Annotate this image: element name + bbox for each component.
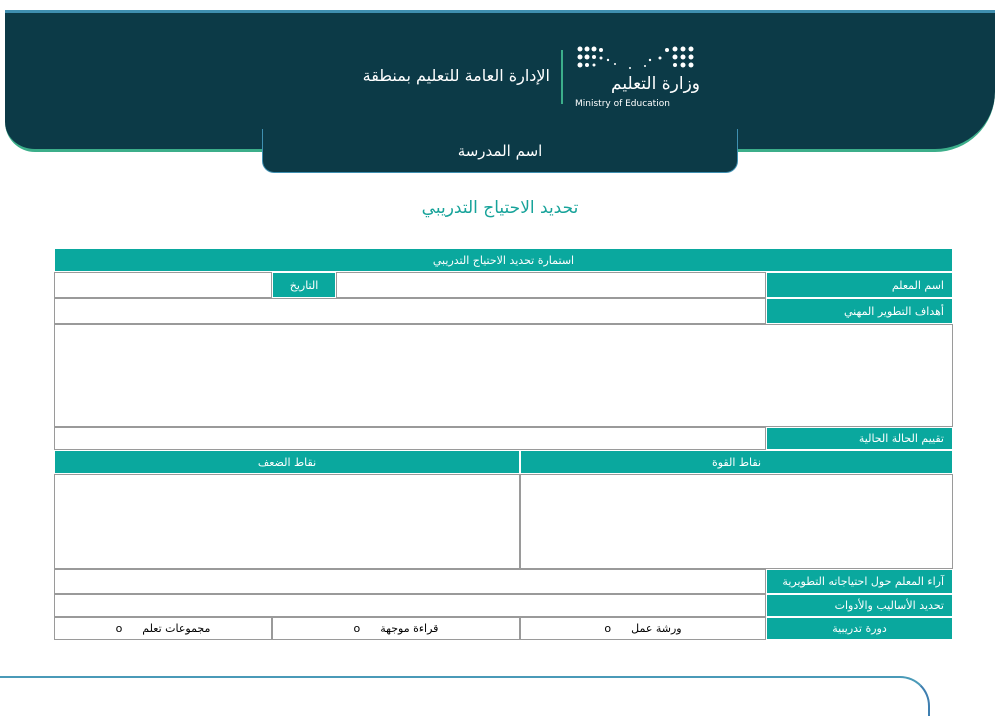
logo-english: Ministry of Education (575, 99, 670, 109)
strengths-header: نقاط القوة (520, 450, 953, 474)
option-label: مجموعات تعلم (142, 622, 211, 635)
methods-label: تحديد الأساليب والأدوات (766, 594, 953, 617)
date-label: التاريخ (272, 272, 336, 298)
teacher-label: اسم المعلم (766, 272, 953, 298)
divider (561, 50, 563, 104)
methods-field[interactable] (54, 594, 766, 617)
assessment-label: تقييم الحالة الحالية (766, 427, 953, 450)
radio-icon[interactable]: ο (353, 622, 361, 635)
radio-icon[interactable]: ο (115, 622, 123, 635)
logo-arabic: وزارة التعليم (611, 74, 700, 94)
assessment-field[interactable] (54, 427, 766, 450)
radio-icon[interactable]: ο (604, 622, 612, 635)
region-title: الإدارة العامة للتعليم بمنطقة (362, 66, 550, 85)
opinions-field[interactable] (54, 569, 766, 594)
weaknesses-textarea[interactable] (54, 474, 520, 569)
option-label: ورشة عمل (631, 622, 682, 635)
school-name: اسم المدرسة (262, 129, 738, 173)
ministry-logo: وزارة التعليم Ministry of Education (570, 44, 705, 114)
strengths-textarea[interactable] (520, 474, 953, 569)
header-band (5, 10, 995, 152)
learning-groups-option[interactable]: مجموعات تعلم ο (54, 617, 272, 640)
goals-label: أهداف التطوير المهني (766, 298, 953, 324)
course-option[interactable]: دورة تدريبية (766, 617, 953, 640)
logo-dots-icon (577, 46, 694, 69)
weaknesses-header: نقاط الضعف (54, 450, 520, 474)
page-title: تحديد الاحتياج التدريبي (421, 198, 579, 218)
goals-textarea[interactable] (54, 324, 953, 427)
opinions-label: آراء المعلم حول احتياجاته التطويرية (766, 569, 953, 594)
guided-reading-option[interactable]: قراءة موجهة ο (272, 617, 520, 640)
teacher-name-field[interactable] (336, 272, 766, 298)
goals-field[interactable] (54, 298, 766, 324)
date-field[interactable] (54, 272, 272, 298)
form-heading: استمارة تحديد الاحتياج التدريبي (54, 248, 953, 272)
option-label: قراءة موجهة (380, 622, 439, 635)
footer-border (0, 676, 930, 716)
workshop-option[interactable]: ورشة عمل ο (520, 617, 766, 640)
